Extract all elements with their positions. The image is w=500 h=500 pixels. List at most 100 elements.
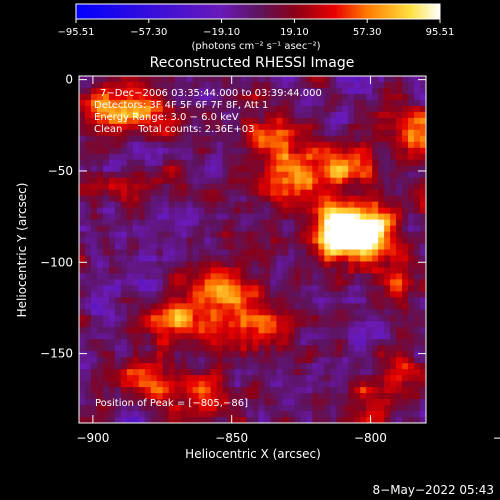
heatmap-cell: [384, 87, 391, 95]
heatmap-cell: [102, 201, 110, 209]
heatmap-cell: [294, 303, 301, 310]
heatmap-cell: [132, 225, 140, 233]
heatmap-cell: [420, 201, 426, 209]
heatmap-cell: [222, 351, 230, 358]
heatmap-cell: [156, 183, 164, 191]
heatmap-cell: [342, 183, 349, 191]
heatmap-cell: [192, 213, 200, 221]
heatmap-cell: [312, 123, 319, 131]
heatmap-cell: [79, 279, 86, 286]
heatmap-cell: [366, 255, 373, 263]
heatmap-cell: [252, 219, 260, 227]
heatmap-cell: [330, 141, 337, 149]
heatmap-cell: [336, 195, 343, 203]
heatmap-cell: [288, 357, 295, 364]
heatmap-cell: [108, 123, 116, 131]
heatmap-cell: [144, 159, 152, 167]
heatmap-cell: [168, 399, 176, 406]
heatmap-cell: [150, 417, 158, 423]
heatmap-cell: [324, 147, 331, 155]
heatmap-cell: [216, 351, 224, 358]
heatmap-cell: [79, 363, 86, 370]
heatmap-cell: [348, 393, 355, 400]
heatmap-cell: [258, 189, 266, 197]
heatmap-cell: [246, 411, 254, 418]
heatmap-cell: [240, 315, 248, 322]
heatmap-cell: [264, 285, 272, 292]
heatmap-cell: [216, 279, 224, 286]
heatmap-cell: [420, 393, 426, 400]
heatmap-cell: [336, 177, 343, 185]
heatmap-cell: [108, 171, 116, 179]
heatmap-cell: [378, 87, 385, 95]
heatmap-cell: [384, 93, 391, 101]
heatmap-cell: [372, 153, 379, 161]
heatmap-cell: [84, 273, 92, 281]
heatmap-cell: [204, 195, 212, 203]
heatmap-cell: [258, 303, 266, 310]
heatmap-cell: [138, 135, 146, 143]
heatmap-cell: [270, 135, 278, 143]
heatmap-cell: [330, 219, 337, 227]
heatmap-cell: [102, 339, 110, 346]
heatmap-cell: [294, 213, 301, 221]
heatmap-cell: [372, 411, 379, 418]
heatmap-cell: [366, 171, 373, 179]
heatmap-cell: [222, 267, 230, 275]
heatmap-cell: [186, 237, 194, 245]
heatmap-cell: [204, 267, 212, 275]
heatmap-cell: [324, 76, 331, 83]
heatmap-cell: [402, 183, 409, 191]
heatmap-cell: [198, 207, 206, 215]
heatmap-cell: [216, 339, 224, 346]
heatmap-cell: [312, 255, 319, 263]
heatmap-cell: [252, 201, 260, 209]
heatmap-cell: [114, 333, 122, 340]
heatmap-cell: [79, 303, 86, 310]
heatmap-cell: [420, 105, 426, 113]
heatmap-cell: [174, 219, 182, 227]
heatmap-cell: [252, 249, 260, 257]
heatmap-cell: [396, 219, 403, 227]
heatmap-cell: [282, 315, 289, 322]
heatmap-cell: [90, 369, 98, 376]
heatmap-cell: [318, 309, 325, 316]
heatmap-cell: [420, 237, 426, 245]
heatmap-cell: [390, 357, 397, 364]
heatmap-cell: [240, 375, 248, 382]
heatmap-cell: [234, 381, 242, 388]
heatmap-cell: [114, 375, 122, 382]
heatmap-cell: [210, 105, 218, 113]
heatmap-cell: [402, 231, 409, 239]
heatmap-cell: [414, 189, 421, 197]
heatmap-cell: [156, 333, 164, 340]
heatmap-cell: [162, 207, 170, 215]
heatmap-cell: [210, 291, 218, 298]
heatmap-cell: [138, 375, 146, 382]
heatmap-cell: [354, 273, 361, 281]
heatmap-cell: [198, 399, 206, 406]
heatmap-cell: [90, 399, 98, 406]
heatmap-cell: [240, 255, 248, 263]
heatmap-cell: [186, 135, 194, 143]
heatmap-cell: [402, 87, 409, 95]
heatmap-cell: [324, 231, 331, 239]
heatmap-cell: [396, 213, 403, 221]
heatmap-cell: [300, 273, 307, 281]
heatmap-cell: [378, 237, 385, 245]
heatmap-cell: [162, 177, 170, 185]
heatmap-cell: [330, 213, 337, 221]
heatmap-cell: [282, 369, 289, 376]
heatmap-cell: [384, 159, 391, 167]
heatmap-cell: [276, 303, 284, 310]
heatmap-cell: [234, 297, 242, 304]
heatmap-cell: [144, 87, 152, 95]
heatmap-cell: [234, 243, 242, 251]
heatmap-cell: [300, 93, 307, 101]
heatmap-cell: [162, 201, 170, 209]
heatmap-cell: [216, 249, 224, 257]
heatmap-cell: [168, 81, 176, 89]
heatmap-cell: [138, 93, 146, 101]
heatmap-cell: [318, 171, 325, 179]
heatmap-cell: [264, 177, 272, 185]
